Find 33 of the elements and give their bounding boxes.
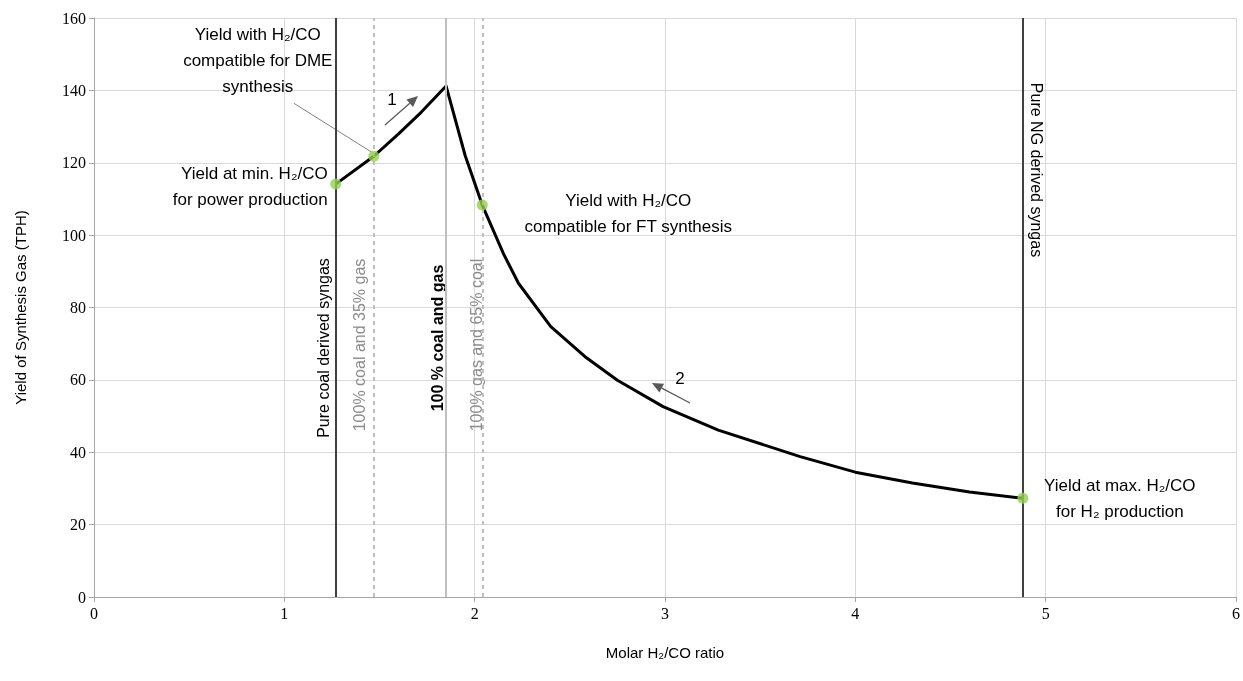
x-tick-label: 2 — [470, 604, 479, 622]
ref-line-label: 100% coal and 35% gas — [351, 258, 369, 432]
annotation: Yield at min. H₂/CO for power production — [172, 163, 328, 209]
x-tick-label: 3 — [661, 604, 669, 622]
y-tick-label: 0 — [78, 588, 86, 606]
annotation: Yield with H₂/CO compatible for DME synthesis — [183, 24, 333, 96]
annotation: Yield at max. H₂/CO for H₂ production — [1044, 475, 1196, 521]
y-tick-label: 140 — [62, 81, 86, 99]
y-tick-label: 80 — [70, 299, 86, 316]
x-tick-label: 1 — [280, 604, 289, 622]
annotation: Yield with H₂/CO compatible for FT synthesis — [524, 190, 733, 236]
point — [1017, 492, 1029, 504]
x-tick-label: 0 — [90, 604, 98, 622]
y-tick-label: 160 — [62, 9, 86, 27]
point — [368, 150, 380, 162]
annotation: 2 — [675, 368, 685, 388]
y-tick-label: 40 — [70, 443, 86, 461]
y-tick-label: 60 — [70, 371, 86, 389]
y-tick-label: 100 — [62, 226, 86, 244]
x-tick-label: 4 — [851, 604, 860, 622]
point — [476, 199, 488, 211]
x-tick-label: 6 — [1232, 604, 1240, 622]
ref-line-label: 100% gas and 65% coal — [467, 258, 485, 432]
x-tick-label: 5 — [1041, 604, 1050, 622]
y-tick-label: 20 — [70, 516, 86, 534]
x-axis-title: Molar H₂/CO ratio — [605, 644, 725, 661]
y-axis-title: Yield of Synthesis Gas (TPH) — [12, 210, 29, 405]
ref-line-label: Pure NG derived syngas — [1028, 82, 1046, 258]
point — [330, 178, 342, 190]
ref-line-label: Pure coal derived syngas — [315, 258, 333, 438]
annotation: 1 — [387, 89, 397, 109]
y-tick-label: 120 — [62, 154, 86, 172]
ref-line-label: 100 % coal and gas — [428, 264, 446, 412]
